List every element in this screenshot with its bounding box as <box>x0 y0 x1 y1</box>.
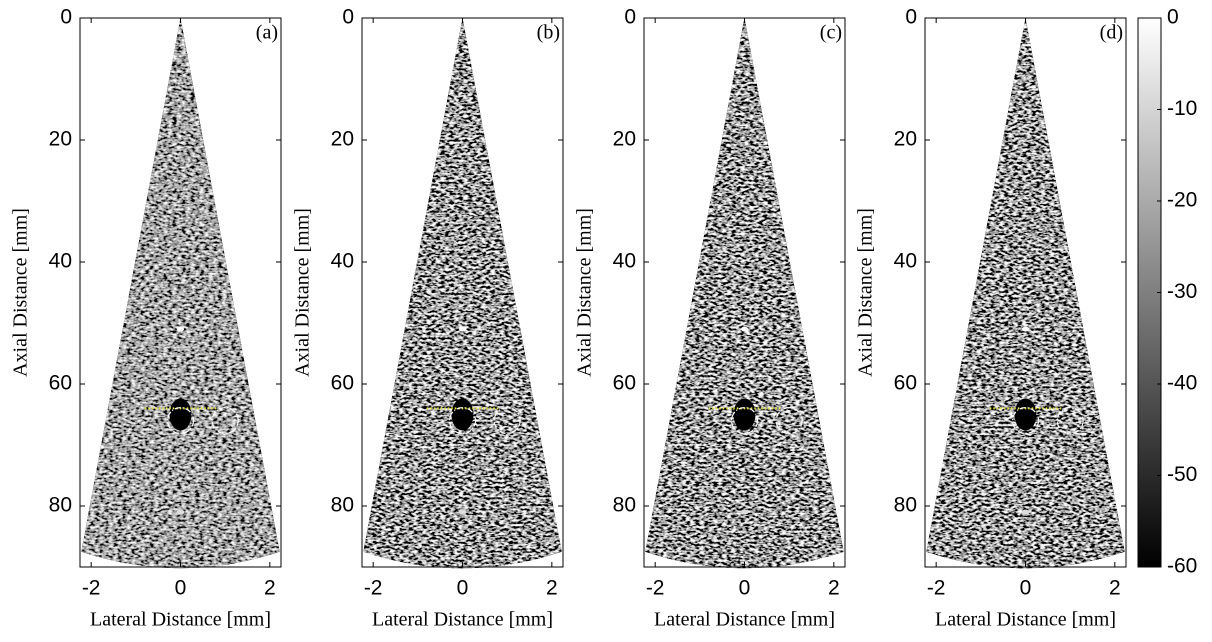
roi-outside <box>1056 407 1084 435</box>
point-target <box>459 326 466 332</box>
point-target <box>177 326 184 332</box>
x-tick-label: 0 <box>1020 577 1032 600</box>
x-tick-label: -2 <box>646 577 665 600</box>
y-tick-label: 0 <box>342 6 354 29</box>
x-tick-label: -2 <box>82 577 101 600</box>
y-tick-label: 20 <box>331 128 354 151</box>
y-axis-label: Axial Distance [mm] <box>292 208 314 377</box>
colorbar-tick-label: -40 <box>1167 372 1197 395</box>
point-target <box>1022 326 1029 332</box>
x-tick-label: 2 <box>264 577 276 600</box>
y-tick-label: 40 <box>613 250 636 273</box>
cyst <box>169 398 192 431</box>
colorbar-tick-label: -60 <box>1167 555 1197 578</box>
point-target <box>741 326 748 332</box>
y-tick-label: 20 <box>613 128 636 151</box>
y-tick-label: 0 <box>624 6 636 29</box>
x-axis-label: Lateral Distance [mm] <box>372 609 553 631</box>
colorbar-tick-label: 0 <box>1167 6 1179 29</box>
speckle-image <box>926 201 1125 569</box>
speckle-image <box>645 201 844 569</box>
y-tick-label: 20 <box>894 128 917 151</box>
roi-outside <box>211 407 239 435</box>
x-axis-label: Lateral Distance [mm] <box>654 609 835 631</box>
x-tick-label: 0 <box>457 577 469 600</box>
roi-inside <box>448 407 477 435</box>
colorbar-tick-label: -50 <box>1167 463 1197 486</box>
point-target <box>458 509 467 515</box>
cyst <box>1014 398 1037 431</box>
y-tick-label: 80 <box>49 494 72 517</box>
roi-inside <box>166 407 195 435</box>
y-axis-label: Axial Distance [mm] <box>855 208 877 377</box>
colorbar-tick-label: -30 <box>1167 280 1197 303</box>
panel-label: (c) <box>820 22 842 44</box>
y-axis-label: Axial Distance [mm] <box>10 208 32 377</box>
x-tick-label: 0 <box>175 577 187 600</box>
y-axis-label: Axial Distance [mm] <box>574 208 596 377</box>
y-tick-label: 80 <box>613 494 636 517</box>
x-tick-label: -2 <box>927 577 946 600</box>
cyst <box>451 398 474 431</box>
x-tick-label: 2 <box>546 577 558 600</box>
roi-outside <box>493 407 521 435</box>
point-target <box>1021 509 1030 515</box>
y-tick-label: 60 <box>613 372 636 395</box>
x-tick-label: -2 <box>364 577 383 600</box>
x-tick-label: 0 <box>739 577 751 600</box>
panel-label: (b) <box>537 22 560 44</box>
colorbar-tick-label: -10 <box>1167 97 1197 120</box>
point-target <box>740 509 749 515</box>
y-tick-label: 0 <box>60 6 72 29</box>
y-tick-label: 60 <box>331 372 354 395</box>
x-axis-label: Lateral Distance [mm] <box>90 609 271 631</box>
y-tick-label: 80 <box>894 494 917 517</box>
speckle-image <box>363 201 562 569</box>
y-tick-label: 40 <box>331 250 354 273</box>
x-axis-label: Lateral Distance [mm] <box>935 609 1116 631</box>
y-tick-label: 80 <box>331 494 354 517</box>
y-tick-label: 40 <box>894 250 917 273</box>
y-tick-label: 20 <box>49 128 72 151</box>
roi-inside <box>1011 407 1040 435</box>
cyst <box>733 398 756 431</box>
point-target <box>176 509 185 515</box>
speckle-image <box>81 201 280 569</box>
colorbar-tick-label: -20 <box>1167 189 1197 212</box>
y-tick-label: 60 <box>894 372 917 395</box>
panel-label: (d) <box>1100 22 1123 44</box>
y-tick-label: 0 <box>905 6 917 29</box>
y-tick-label: 60 <box>49 372 72 395</box>
panel-label: (a) <box>256 22 278 44</box>
roi-inside <box>730 407 759 435</box>
y-tick-label: 40 <box>49 250 72 273</box>
roi-outside <box>775 407 803 435</box>
x-tick-label: 2 <box>828 577 840 600</box>
x-tick-label: 2 <box>1109 577 1121 600</box>
